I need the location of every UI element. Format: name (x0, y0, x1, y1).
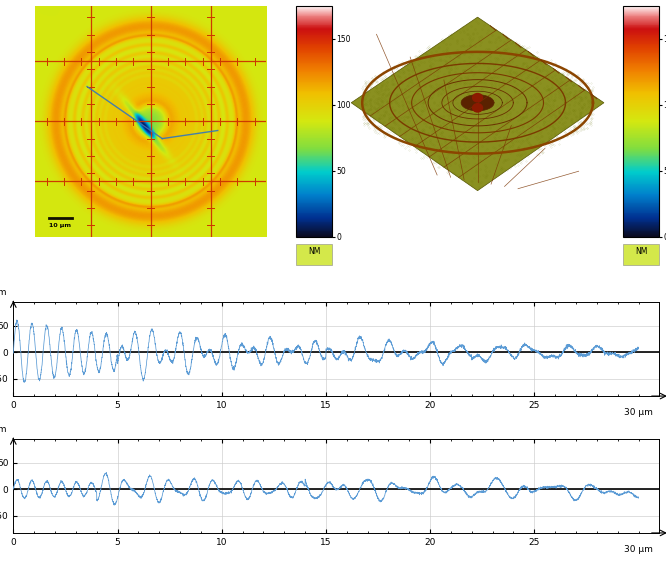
Text: nm: nm (0, 425, 7, 434)
Text: 10 µm: 10 µm (49, 223, 71, 228)
Text: 30 µm: 30 µm (624, 545, 653, 554)
Text: 30 µm: 30 µm (624, 408, 653, 417)
Text: NM: NM (635, 247, 647, 256)
Polygon shape (351, 17, 604, 191)
Circle shape (473, 94, 483, 102)
Circle shape (473, 104, 483, 112)
Y-axis label: nm: nm (380, 0, 395, 1)
Text: (b): (b) (326, 0, 347, 1)
Bar (623, 244, 659, 265)
Text: NM: NM (308, 247, 320, 256)
Text: nm: nm (0, 288, 7, 297)
Polygon shape (461, 95, 494, 111)
Bar (296, 244, 332, 265)
